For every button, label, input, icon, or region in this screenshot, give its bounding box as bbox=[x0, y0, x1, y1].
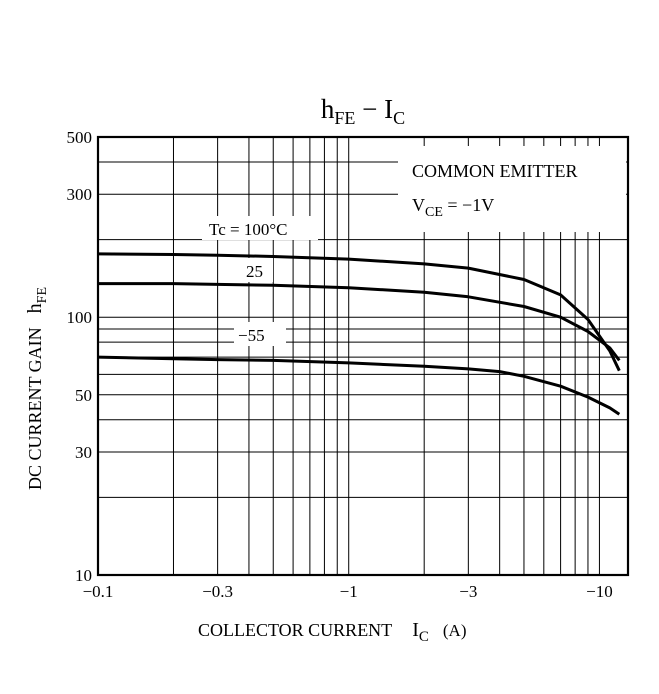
y-tick-label: 100 bbox=[67, 308, 93, 327]
y-axis-label: DC CURRENT GAINhFE bbox=[24, 287, 50, 490]
series-label-bg-25 bbox=[241, 258, 273, 282]
series-label-bg-100 bbox=[202, 216, 318, 240]
series-label-bg-m55 bbox=[234, 322, 286, 346]
series-line-2 bbox=[97, 355, 621, 416]
y-tick-labels: 10 30 50 100 300 500 bbox=[67, 128, 93, 585]
y-tick-label: 500 bbox=[67, 128, 93, 147]
series-label-m55: −55 bbox=[238, 326, 265, 345]
chart-title: hFE − IC bbox=[321, 94, 405, 128]
x-tick-label: −3 bbox=[459, 582, 477, 601]
x-tick-label: −0.3 bbox=[202, 582, 233, 601]
y-tick-label: 30 bbox=[75, 443, 92, 462]
x-tick-label: −0.1 bbox=[83, 582, 114, 601]
series-label-25: 25 bbox=[246, 262, 263, 281]
x-tick-label: −10 bbox=[586, 582, 613, 601]
annotation-box bbox=[398, 146, 626, 232]
curves bbox=[97, 252, 621, 416]
series-line-1 bbox=[98, 282, 621, 362]
y-tick-label: 10 bbox=[75, 566, 92, 585]
plot-frame bbox=[96, 135, 630, 577]
x-axis-label: COLLECTOR CURRENT IC (A) bbox=[198, 619, 466, 645]
y-tick-label: 50 bbox=[75, 386, 92, 405]
annotation-common-emitter: COMMON EMITTER bbox=[412, 161, 578, 181]
y-tick-label: 300 bbox=[67, 185, 93, 204]
series-label-100c: Tc = 100°C bbox=[209, 220, 287, 239]
x-tick-label: −1 bbox=[340, 582, 358, 601]
annotation-vce: VCE = −1V bbox=[412, 195, 494, 220]
x-tick-labels: −0.1 −0.3 −1 −3 −10 bbox=[83, 582, 613, 601]
series-line-0 bbox=[97, 252, 621, 372]
